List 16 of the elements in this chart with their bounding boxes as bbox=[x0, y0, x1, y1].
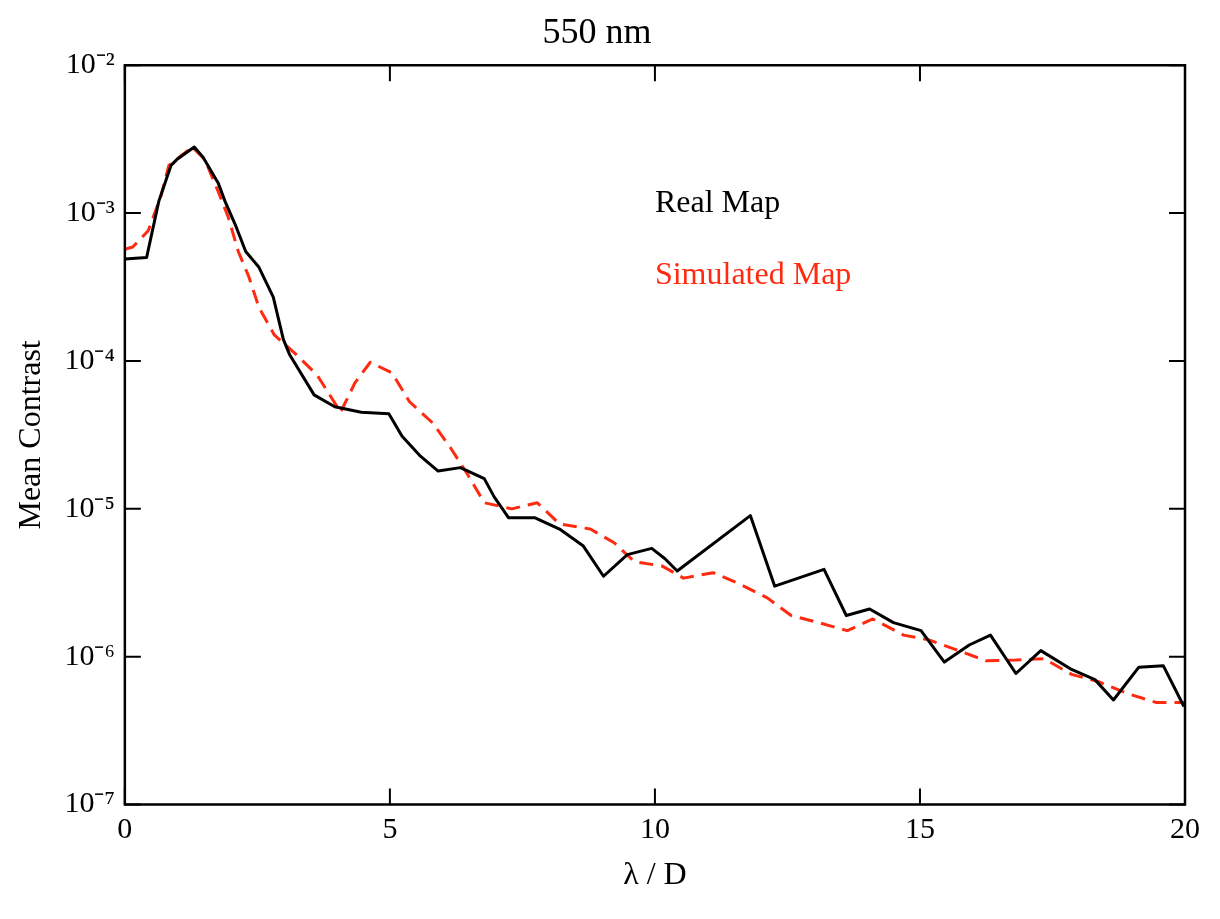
y-tick-label: 10⁻⁷ bbox=[64, 785, 115, 819]
x-tick-label: 0 bbox=[117, 811, 133, 845]
x-tick-label: 20 bbox=[1170, 811, 1200, 845]
y-tick-label: 10⁻³ bbox=[65, 193, 115, 227]
y-axis-title: Mean Contrast bbox=[10, 340, 47, 530]
text: Simulated Map bbox=[654, 254, 852, 291]
x-tick-label: 10 bbox=[639, 811, 670, 845]
text: Real Map bbox=[654, 182, 781, 219]
y-tick-label: 10⁻⁴ bbox=[64, 341, 115, 375]
y-tick-label: 10⁻⁵ bbox=[64, 489, 115, 523]
x-tick-label: 15 bbox=[904, 811, 935, 845]
x-axis-title: λ / D bbox=[623, 855, 687, 892]
x-tick-label: 5 bbox=[382, 811, 398, 845]
y-tick-label: 10⁻² bbox=[65, 46, 115, 80]
y-tick-label: 10⁻⁶ bbox=[64, 637, 115, 671]
chart-title: 550 nm bbox=[542, 11, 652, 52]
